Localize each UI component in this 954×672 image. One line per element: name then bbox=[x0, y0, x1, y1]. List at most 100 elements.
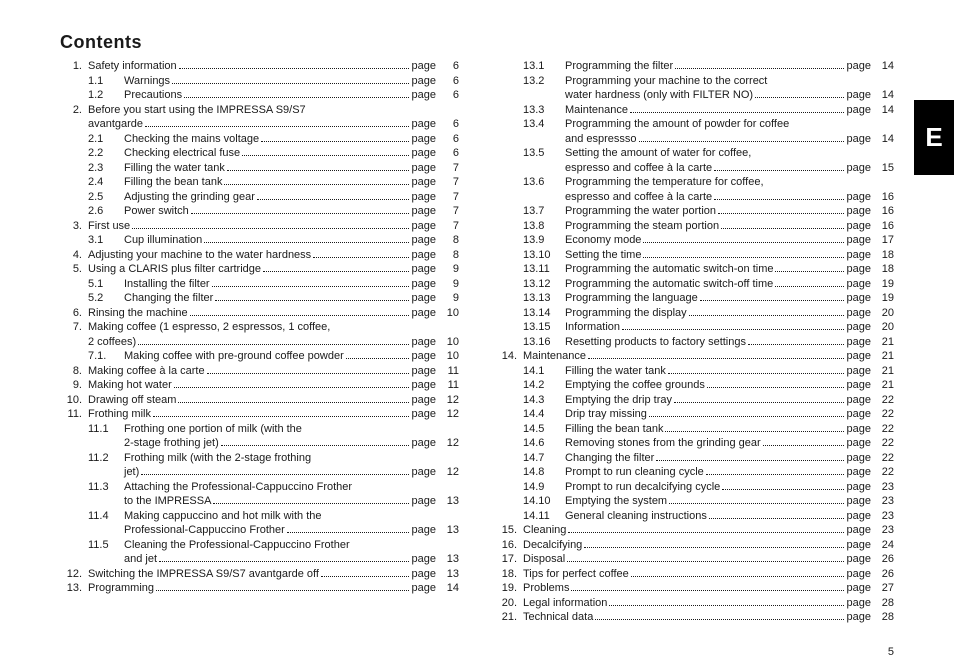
toc-line: 9.Making hot water page 11 bbox=[60, 378, 459, 393]
toc-sub-number: 14.11 bbox=[523, 509, 565, 524]
toc-sub-label: Programming the automatic switch-on time bbox=[565, 262, 773, 277]
toc-sub-label: Setting the amount of water for coffee, bbox=[565, 146, 751, 161]
toc-page: page 12 bbox=[411, 465, 459, 480]
toc-sub-label: Programming your machine to the correct bbox=[565, 74, 767, 89]
toc-line: 8.Making coffee à la carte page 11 bbox=[60, 364, 459, 379]
toc-line: 13.12Programming the automatic switch-of… bbox=[495, 277, 894, 292]
toc-label: First use bbox=[88, 219, 130, 234]
toc-sub-label: Warnings bbox=[124, 74, 170, 89]
toc-sub-number: 14.3 bbox=[523, 393, 565, 408]
toc-page: page 21 bbox=[846, 349, 894, 364]
toc-sub-number: 5.2 bbox=[88, 291, 124, 306]
toc-line: 2 coffees) page 10 bbox=[60, 335, 459, 350]
toc-leader-dots bbox=[748, 344, 844, 345]
toc-line: 13.14Programming the display page 20 bbox=[495, 306, 894, 321]
toc-sub-label: Filling the water tank bbox=[565, 364, 666, 379]
toc-line: 1.1Warnings page 6 bbox=[60, 74, 459, 89]
toc-sub-number: 13.14 bbox=[523, 306, 565, 321]
toc-leader-dots bbox=[213, 503, 409, 504]
toc-leader-dots bbox=[184, 97, 409, 98]
toc-sub-number: 14.7 bbox=[523, 451, 565, 466]
toc-sub-number: 11.1 bbox=[88, 422, 124, 437]
toc-sub-number: 13.6 bbox=[523, 175, 565, 190]
toc-sub-number: 1.2 bbox=[88, 88, 124, 103]
toc-number: 10. bbox=[60, 393, 82, 408]
toc-sub-number: 2.3 bbox=[88, 161, 124, 176]
toc-leader-dots bbox=[242, 155, 409, 156]
toc-line: 13.Programming page 14 bbox=[60, 581, 459, 596]
toc-page: page 10 bbox=[411, 306, 459, 321]
toc-continuation: 2 coffees) bbox=[88, 335, 136, 350]
toc-line: 13.9Economy mode page 17 bbox=[495, 233, 894, 248]
toc-leader-dots bbox=[141, 474, 409, 475]
toc-leader-dots bbox=[721, 228, 844, 229]
toc-leader-dots bbox=[584, 547, 844, 548]
toc-line: 2.6Power switch page 7 bbox=[60, 204, 459, 219]
toc-line: 5.2Changing the filter page 9 bbox=[60, 291, 459, 306]
toc-page: page 12 bbox=[411, 393, 459, 408]
toc-page: page 15 bbox=[846, 161, 894, 176]
toc-leader-dots bbox=[714, 199, 844, 200]
toc-line: 12.Switching the IMPRESSA S9/S7 avantgar… bbox=[60, 567, 459, 582]
page-number: 5 bbox=[888, 646, 894, 658]
toc-sub-label: Emptying the drip tray bbox=[565, 393, 672, 408]
toc-line: 5.Using a CLARIS plus filter cartridge p… bbox=[60, 262, 459, 277]
toc-leader-dots bbox=[700, 300, 845, 301]
toc-number: 8. bbox=[60, 364, 82, 379]
toc-sub-number: 13.10 bbox=[523, 248, 565, 263]
toc-line: 14.6Removing stones from the grinding ge… bbox=[495, 436, 894, 451]
toc-sub-label: Programming the steam portion bbox=[565, 219, 719, 234]
toc-leader-dots bbox=[174, 387, 410, 388]
toc-leader-dots bbox=[706, 474, 845, 475]
toc-label: Disposal bbox=[523, 552, 565, 567]
toc-leader-dots bbox=[159, 561, 409, 562]
toc-leader-dots bbox=[227, 170, 410, 171]
toc-number: 20. bbox=[495, 596, 517, 611]
toc-label: Decalcifying bbox=[523, 538, 582, 553]
toc-line: 11.1Frothing one portion of milk (with t… bbox=[60, 422, 459, 437]
toc-line: and espressso page 14 bbox=[495, 132, 894, 147]
toc-leader-dots bbox=[313, 257, 409, 258]
toc-leader-dots bbox=[595, 619, 844, 620]
toc-sub-number: 3.1 bbox=[88, 233, 124, 248]
toc-leader-dots bbox=[722, 489, 844, 490]
toc-page: page 22 bbox=[846, 407, 894, 422]
toc-leader-dots bbox=[145, 126, 409, 127]
toc-line: 13.3Maintenance page 14 bbox=[495, 103, 894, 118]
toc-sub-label: Economy mode bbox=[565, 233, 641, 248]
toc-sub-label: General cleaning instructions bbox=[565, 509, 707, 524]
toc-number: 3. bbox=[60, 219, 82, 234]
toc-line: 15.Cleaning page 23 bbox=[495, 523, 894, 538]
toc-line: 13.10Setting the time page 18 bbox=[495, 248, 894, 263]
toc-number: 1. bbox=[60, 59, 82, 74]
toc-page: page 14 bbox=[846, 59, 894, 74]
toc-page: page 27 bbox=[846, 581, 894, 596]
toc-label: Making coffee à la carte bbox=[88, 364, 205, 379]
toc-leader-dots bbox=[675, 68, 844, 69]
toc-line: 11.Frothing milk page 12 bbox=[60, 407, 459, 422]
toc-line: water hardness (only with FILTER NO) pag… bbox=[495, 88, 894, 103]
toc-sub-number: 5.1 bbox=[88, 277, 124, 292]
toc-sub-number: 13.1 bbox=[523, 59, 565, 74]
toc-sub-label: Programming the amount of powder for cof… bbox=[565, 117, 789, 132]
toc-sub-number: 7.1. bbox=[88, 349, 124, 364]
toc-page: page 22 bbox=[846, 451, 894, 466]
toc-page: page 8 bbox=[411, 233, 459, 248]
toc-leader-dots bbox=[204, 242, 409, 243]
toc-sub-number: 2.4 bbox=[88, 175, 124, 190]
toc-line: 13.1Programming the filter page 14 bbox=[495, 59, 894, 74]
toc-line: 14.11General cleaning instructions page … bbox=[495, 509, 894, 524]
toc-leader-dots bbox=[609, 605, 844, 606]
toc-leader-dots bbox=[718, 213, 844, 214]
toc-label: Adjusting your machine to the water hard… bbox=[88, 248, 311, 263]
toc-leader-dots bbox=[263, 271, 409, 272]
toc-line: avantgarde page 6 bbox=[60, 117, 459, 132]
toc-number: 14. bbox=[495, 349, 517, 364]
toc-sub-label: Programming the display bbox=[565, 306, 687, 321]
language-tab-label: E bbox=[925, 122, 942, 153]
toc-leader-dots bbox=[257, 199, 410, 200]
toc-line: 11.4Making cappuccino and hot milk with … bbox=[60, 509, 459, 524]
toc-line: 17.Disposal page 26 bbox=[495, 552, 894, 567]
toc-page: page 24 bbox=[846, 538, 894, 553]
toc-line: 10.Drawing off steam page 12 bbox=[60, 393, 459, 408]
